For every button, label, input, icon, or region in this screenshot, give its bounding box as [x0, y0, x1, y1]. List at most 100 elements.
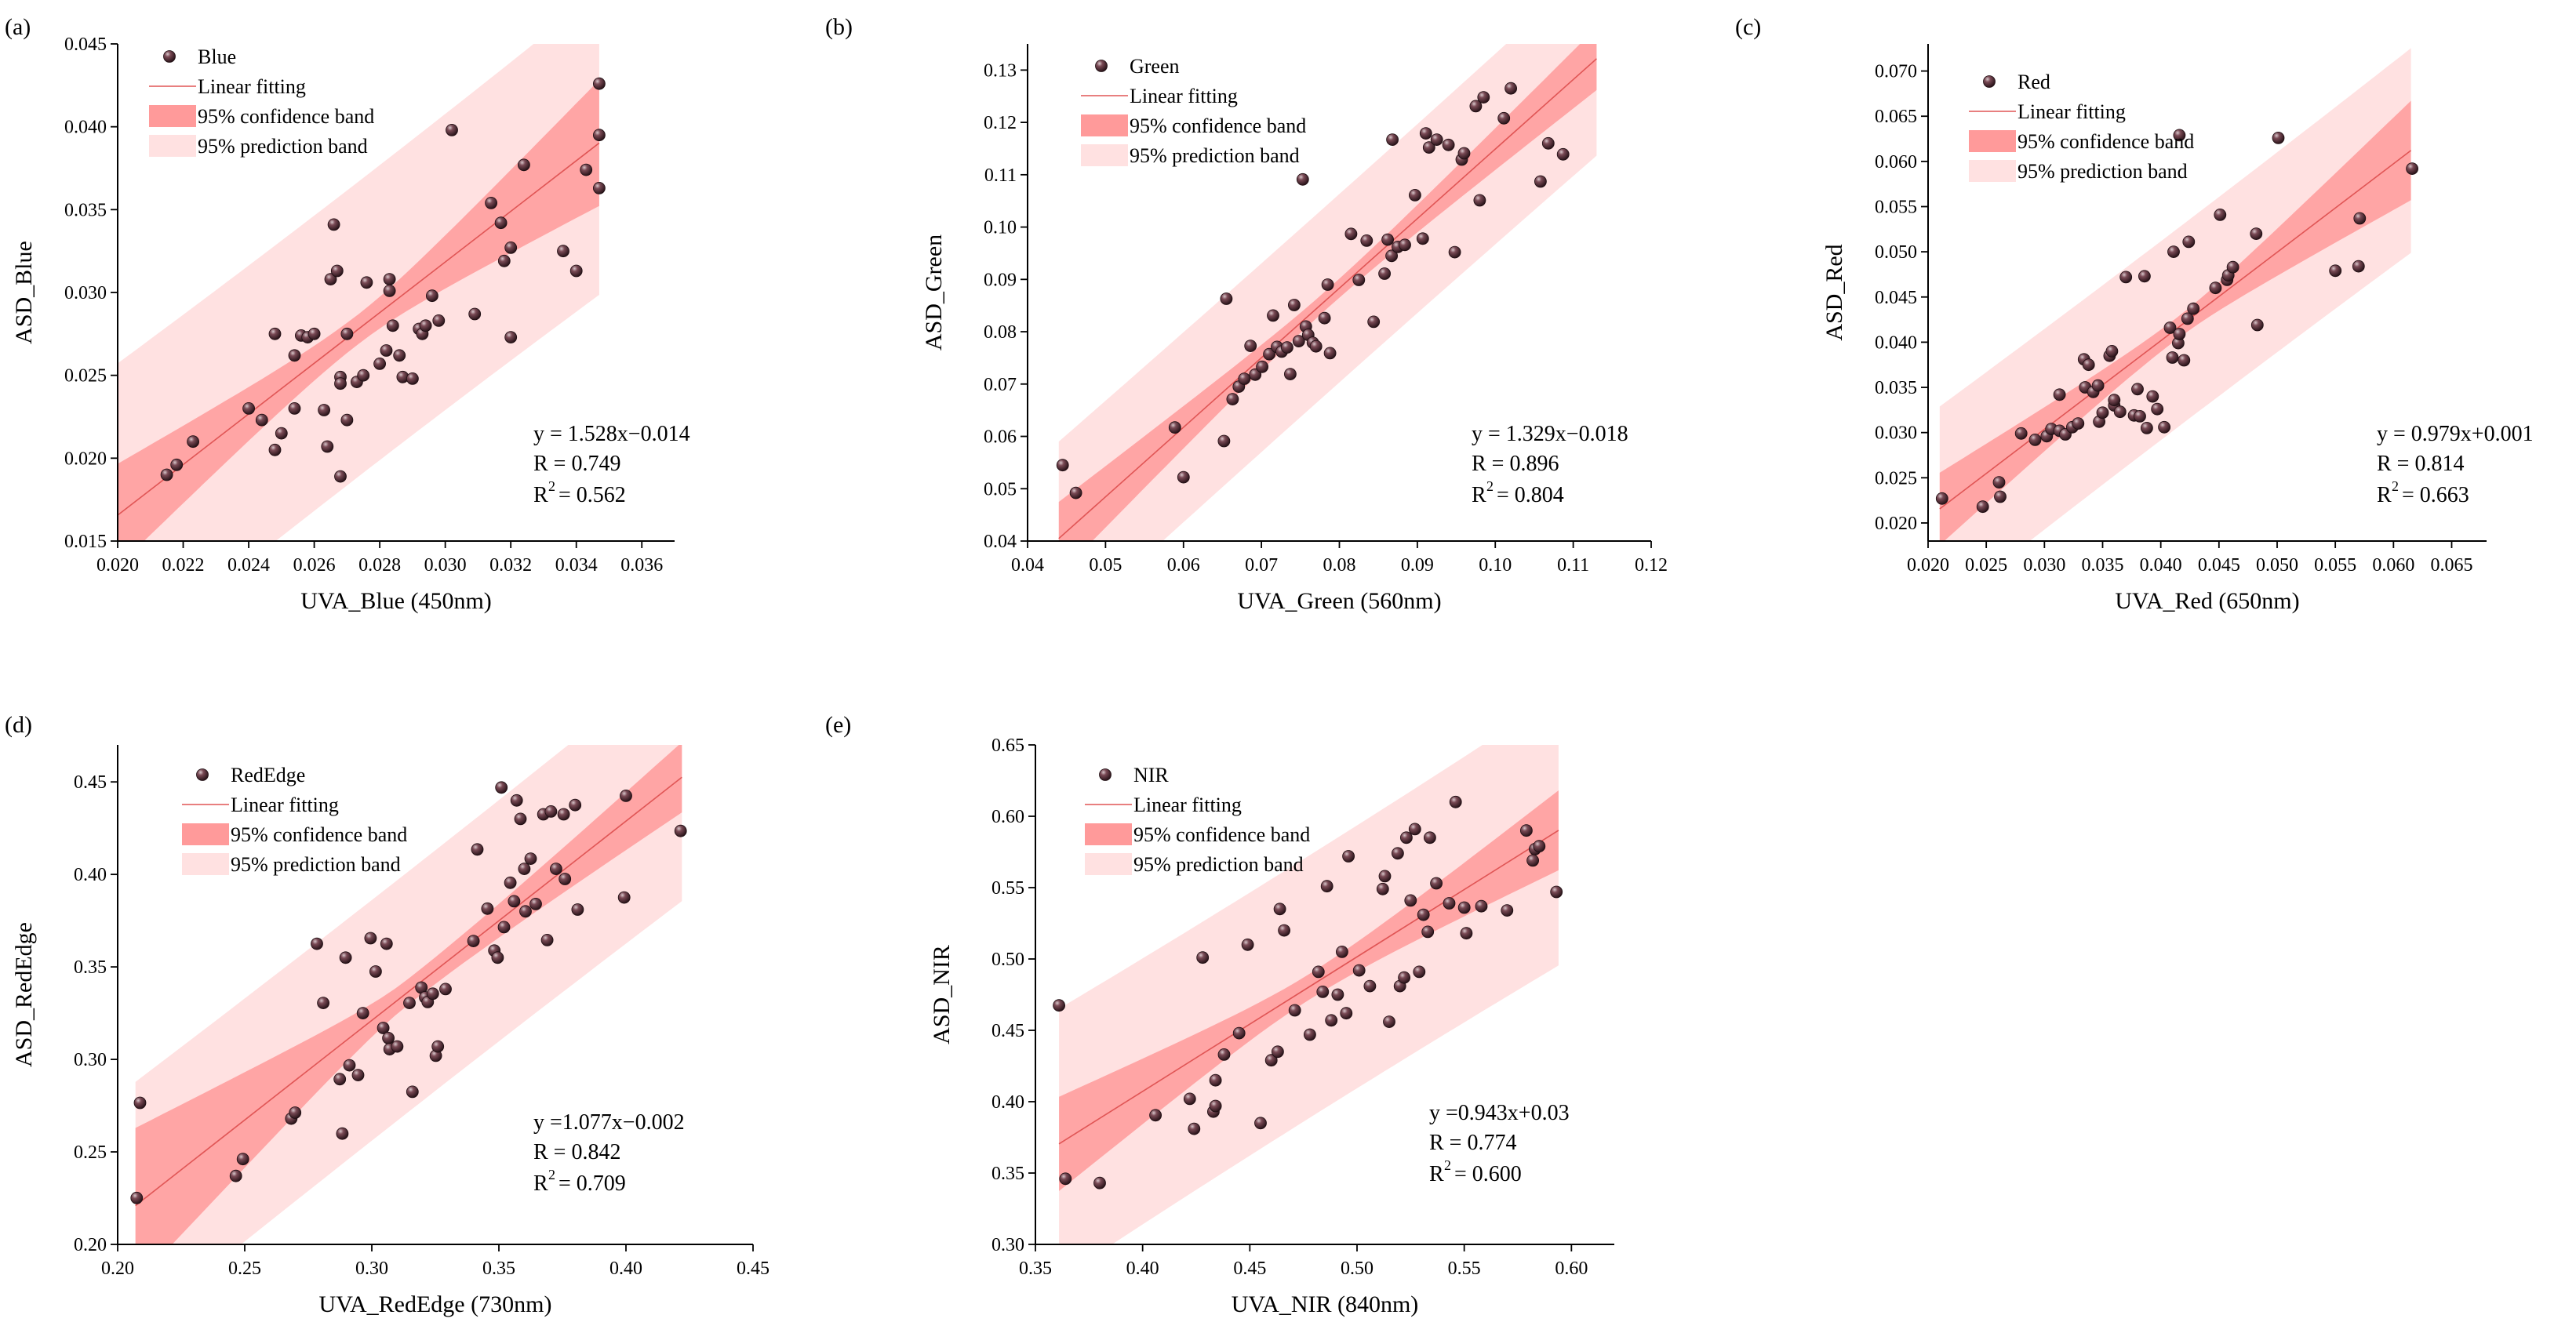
- fit-line: [1058, 58, 1597, 539]
- data-point: [229, 1169, 242, 1182]
- legend: Green Linear fitting 95% confidence band 95…: [1081, 55, 1306, 167]
- r2-superscript: 2: [2392, 478, 2399, 494]
- data-point: [330, 264, 344, 278]
- data-point: [514, 812, 527, 826]
- data-point: [364, 932, 377, 945]
- data-point: [1217, 1048, 1231, 1061]
- legend-prediction-label: 95% prediction band: [231, 853, 401, 876]
- data-point: [2272, 131, 2285, 144]
- x-tick-label: 0.40: [609, 1259, 642, 1279]
- legend-points-label: Red: [2018, 71, 2050, 93]
- data-point: [1336, 946, 1348, 958]
- data-point: [1367, 315, 1381, 329]
- y-tick-label: 0.60: [991, 807, 1024, 827]
- data-point: [1449, 795, 1462, 808]
- y-tick-label: 0.040: [64, 118, 107, 138]
- confidence-band: [1058, 44, 1597, 541]
- y-tick-label: 0.35: [991, 1164, 1024, 1184]
- data-point: [518, 863, 531, 875]
- data-point: [1209, 1099, 1222, 1113]
- data-point: [1526, 854, 1539, 867]
- data-point: [471, 843, 484, 856]
- data-point: [2352, 260, 2365, 273]
- data-point: [133, 1096, 147, 1110]
- data-point: [1399, 238, 1411, 252]
- y-tick-label: 0.12: [984, 113, 1017, 133]
- data-point: [524, 852, 537, 865]
- data-point: [491, 951, 504, 964]
- data-point: [1430, 877, 1443, 890]
- data-point: [2014, 427, 2028, 440]
- data-point: [382, 1032, 395, 1044]
- data-point: [1448, 245, 1461, 259]
- data-point: [1497, 111, 1511, 125]
- x-tick-label: 0.45: [1233, 1259, 1266, 1279]
- data-point: [2146, 390, 2159, 403]
- legend-confidence-label: 95% confidence band: [2018, 130, 2194, 153]
- x-tick-label: 0.07: [1245, 555, 1278, 576]
- data-point: [519, 905, 532, 918]
- data-point: [1264, 1054, 1278, 1067]
- data-point: [1241, 938, 1254, 951]
- y-tick-label: 0.45: [74, 772, 107, 793]
- data-point: [1398, 971, 1410, 984]
- confidence-band: [1059, 790, 1559, 1191]
- data-point: [2091, 379, 2105, 392]
- data-point: [1504, 82, 1517, 95]
- data-point: [1421, 925, 1435, 939]
- x-tick-label: 0.040: [2140, 555, 2182, 576]
- data-point: [1272, 1045, 1284, 1059]
- legend-confidence-swatch: [1085, 823, 1132, 845]
- y-tick-label: 0.20: [74, 1235, 107, 1255]
- legend-prediction-swatch: [1085, 853, 1132, 875]
- r2-symbol: R: [533, 483, 548, 507]
- legend-confidence-swatch: [1969, 130, 2016, 152]
- data-point: [340, 327, 354, 340]
- data-point: [311, 937, 323, 950]
- x-tick-label: 0.40: [1126, 1259, 1159, 1279]
- legend-line-label: Linear fitting: [1130, 85, 1238, 107]
- fit-statistics: y =1.077x−0.002 R = 0.842 R 2 = 0.709: [533, 1110, 685, 1196]
- y-axis-title: ASD_NIR: [929, 945, 955, 1044]
- data-point: [1323, 347, 1337, 360]
- legend-confidence-swatch: [1081, 114, 1128, 136]
- data-point: [373, 357, 387, 370]
- data-point: [1209, 1073, 1222, 1087]
- data-point: [1196, 951, 1210, 964]
- legend-line-label: Linear fitting: [198, 75, 306, 98]
- data-point: [391, 1040, 404, 1053]
- fit-equation: y = 1.528x−0.014: [533, 422, 690, 446]
- fit-line: [1058, 830, 1559, 1145]
- data-point: [1177, 470, 1190, 484]
- data-point: [324, 273, 337, 286]
- x-tick-label: 0.030: [2023, 555, 2065, 576]
- data-point: [357, 369, 370, 382]
- x-tick-label: 0.55: [1448, 1259, 1481, 1279]
- x-tick-label: 0.026: [293, 555, 336, 576]
- data-point: [317, 997, 330, 1009]
- x-tick-label: 0.08: [1323, 555, 1356, 576]
- data-point: [369, 965, 382, 978]
- data-point: [1267, 309, 1279, 322]
- data-point: [160, 468, 173, 481]
- data-point: [1304, 1028, 1316, 1041]
- data-point: [2158, 420, 2171, 434]
- data-point: [2329, 264, 2342, 278]
- data-point: [446, 123, 458, 136]
- data-point: [1424, 831, 1436, 844]
- r2-value: = 0.663: [2402, 483, 2469, 507]
- data-point: [2226, 260, 2239, 274]
- legend-prediction-label: 95% prediction band: [198, 135, 368, 158]
- panel-label: (c): [1735, 14, 1761, 40]
- data-point: [1352, 964, 1366, 977]
- data-point: [1278, 924, 1290, 937]
- legend-points-label: NIR: [1133, 764, 1169, 786]
- data-point: [2353, 212, 2367, 225]
- legend: RedEdge Linear fitting 95% confidence band…: [182, 764, 407, 876]
- data-point: [1417, 908, 1430, 921]
- data-point: [1992, 476, 2006, 489]
- data-point: [439, 982, 452, 996]
- x-tick-label: 0.028: [358, 555, 401, 576]
- data-point: [386, 319, 399, 332]
- data-point: [1400, 831, 1413, 844]
